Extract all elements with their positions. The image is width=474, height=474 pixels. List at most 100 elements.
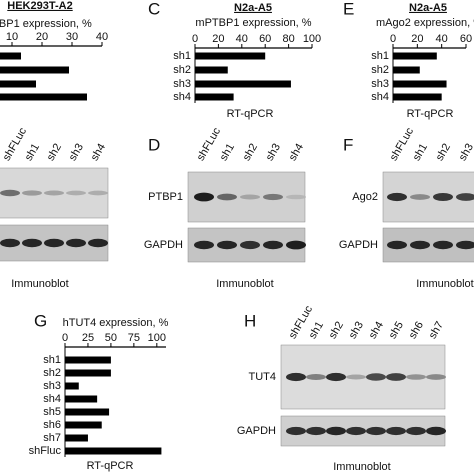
category-label: sh2 [371,64,389,76]
x-tick-label: 60 [259,33,271,45]
bar [393,52,437,60]
panel-label: F [343,135,353,154]
bar [393,93,442,101]
blot-band [306,374,326,380]
bar [195,52,266,60]
category-label: sh4 [43,393,61,405]
category-label: sh3 [43,380,61,392]
category-label: sh6 [43,419,61,431]
blot-caption: Immunoblot [11,278,68,290]
x-tick-label: 25 [82,332,94,344]
category-label: sh3 [371,78,389,90]
blot-band [0,238,20,248]
blot-band [286,194,306,200]
blot-band [22,190,42,196]
blot-band [433,240,453,250]
row-label: GAPDH [237,425,276,437]
bar [65,408,110,416]
blot-band [194,240,214,250]
x-tick-label: 0 [390,33,396,45]
blot-band [88,190,108,196]
blot-band [406,426,426,436]
blot-band [286,240,306,250]
panel-label: C [148,0,160,18]
bar [195,93,234,101]
blot-band [217,240,237,250]
blot-band [387,240,407,250]
bar [65,369,111,377]
category-label: sh1 [173,50,191,62]
blot-band [286,372,306,382]
row-label: Ago2 [352,191,378,203]
blot-band [240,240,260,250]
bar [65,382,79,390]
bar [393,80,447,88]
blot-band [410,240,430,250]
blot-band [410,194,430,200]
blot-band [22,238,42,248]
blot-band [0,189,20,197]
blot-band [346,374,366,380]
blot-band [386,426,406,436]
x-tick-label: 75 [128,332,140,344]
row-label: GAPDH [339,239,378,251]
x-axis-label: TBP1 expression, % [0,18,92,30]
category-label: sh1 [43,354,61,366]
method-label: RT-qPCR [227,108,274,120]
blot-band [326,426,346,436]
x-tick-label: 40 [436,33,448,45]
bar [393,66,420,74]
blot-band [366,373,386,381]
blot-band [66,190,86,196]
x-tick-label: 40 [236,33,248,45]
bar [195,66,228,74]
blot-band [240,194,260,200]
x-axis-label: mPTBP1 expression, % [195,17,311,29]
x-tick-label: 20 [411,33,423,45]
bar [65,421,102,429]
blot-band [88,238,108,248]
bar [65,447,162,455]
chart-title: N2a-A5 [409,2,447,14]
blot-band [406,374,426,380]
x-tick-label: 30 [66,31,78,43]
blot-band [326,372,346,382]
panel-label: D [148,135,160,154]
blot-caption: Immunoblot [333,461,390,473]
blot-band [306,426,326,436]
x-tick-label: 80 [282,33,294,45]
bar [0,52,21,60]
blot-band [456,240,474,250]
method-label: RT-qPCR [87,460,134,472]
panel-label: G [34,311,47,330]
row-label: GAPDH [144,239,183,251]
x-tick-label: 20 [212,33,224,45]
x-tick-label: 20 [36,31,48,43]
blot-band [387,192,407,202]
category-label: sh7 [43,432,61,444]
category-label: sh2 [173,64,191,76]
category-label: sh1 [371,50,389,62]
bar [65,434,88,442]
blot-band [426,426,446,436]
blot-band [366,426,386,436]
x-axis-label: hTUT4 expression, % [63,317,169,329]
method-label: RT-qPCR [407,108,454,120]
blot-band [217,193,237,201]
row-label: TUT4 [249,371,277,383]
category-label: shFluc [29,445,62,457]
x-tick-label: 100 [303,33,321,45]
panel-label: E [343,0,354,18]
category-label: sh5 [43,406,61,418]
bar [0,80,36,88]
bar [195,80,291,88]
blot-band [386,373,406,381]
blot-band [433,193,453,201]
category-label: sh2 [43,367,61,379]
blot-band [194,192,214,202]
x-tick-label: 60 [460,33,472,45]
chart-title: N2a-A5 [234,2,272,14]
blot-band [286,426,306,436]
bar [0,93,87,101]
